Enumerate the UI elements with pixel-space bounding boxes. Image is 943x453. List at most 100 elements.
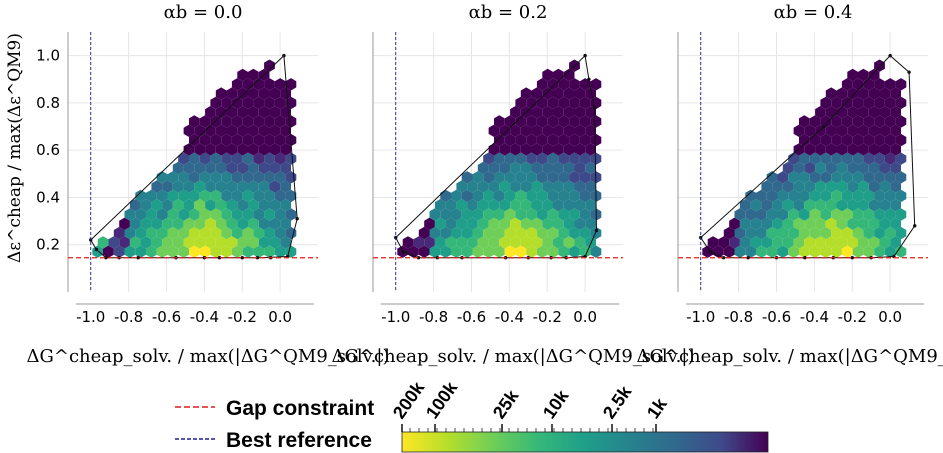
- hexbin-cell: [729, 236, 740, 249]
- hexbin-cell: [585, 87, 596, 100]
- hexbin-cell: [558, 226, 570, 240]
- hexbin-cell: [745, 226, 756, 240]
- x-tick-label: -0.8: [114, 308, 143, 326]
- hexbin-cell: [264, 133, 275, 147]
- hexbin-cell: [456, 217, 468, 230]
- hexbin-cell: [162, 180, 173, 193]
- hexbin-cell: [258, 199, 270, 212]
- hexbin-cell: [831, 245, 842, 258]
- hexbin-cell: [777, 171, 789, 184]
- hexbin-cell: [515, 189, 527, 203]
- hexbin-cell: [820, 208, 832, 221]
- hexbin-cell: [269, 217, 281, 230]
- hexbin-cell: [553, 124, 564, 137]
- hexbin-cell: [825, 236, 837, 249]
- panel-alpha-0-2: αb = 0.2 -1.0 -0.8 -0.6 -0.4 -0.2 0.0 ΔG^cheap_…: [332, 2, 695, 367]
- hexbin-cell: [205, 199, 216, 212]
- hexbin-cell: [215, 199, 227, 212]
- hexbin-cell: [836, 180, 848, 193]
- hexbin-cell: [884, 208, 896, 221]
- hexbin-cell: [558, 208, 570, 221]
- hexbin-cell: [151, 199, 163, 212]
- hexbin-cell: [461, 208, 473, 221]
- hexbin-cell: [483, 245, 494, 258]
- hexbin-cell: [264, 78, 275, 91]
- hexbin-cell: [884, 78, 896, 91]
- hexbin-cell: [766, 226, 778, 240]
- hexbin-cell: [739, 217, 751, 230]
- hexbin-cell: [156, 245, 168, 258]
- hexbin-cell: [558, 78, 570, 91]
- hexbin-cell: [515, 152, 527, 165]
- hexbin-cell: [146, 189, 157, 203]
- hexbin-cell: [841, 226, 853, 240]
- hexbin-cell: [815, 143, 826, 156]
- hexbin-cell: [285, 152, 297, 165]
- hexbin-cell: [895, 115, 907, 128]
- hexbin-cell: [510, 236, 521, 249]
- hexbin-cell: [825, 124, 837, 137]
- hexbin-cell: [242, 226, 254, 240]
- hexbin-cell: [756, 208, 767, 221]
- x-tick-label: 0.0: [268, 308, 292, 326]
- hexbin-cell: [868, 87, 880, 100]
- hexbin-cell: [264, 208, 275, 221]
- hexbin-cell: [858, 124, 869, 137]
- hexbin-cell: [526, 96, 537, 110]
- hexbin-cell: [483, 152, 494, 165]
- hexbin-cell: [461, 171, 473, 184]
- hexbin-cell: [868, 199, 880, 212]
- colorbar-tick-label: 200k: [389, 377, 429, 422]
- hexbin-cell: [782, 199, 794, 212]
- hexbin-cell: [215, 124, 227, 137]
- hexbin-cell: [831, 189, 842, 203]
- hexbin-cell: [167, 171, 179, 184]
- hexbin-cell: [146, 208, 157, 221]
- legend: Gap constraint Best reference: [175, 397, 374, 452]
- hexbin-cell: [280, 87, 291, 100]
- hexbin-cell: [467, 180, 478, 193]
- hexbin-cell: [799, 171, 810, 184]
- hexbin-cell: [874, 115, 885, 128]
- hexbin-cell: [868, 161, 880, 175]
- x-tick-label: -0.8: [419, 308, 448, 326]
- hull-point: [592, 105, 597, 110]
- hexbin-cell: [553, 87, 564, 100]
- hexbin-cell: [221, 226, 232, 240]
- hexbin-cell: [194, 161, 206, 175]
- hexbin-cell: [531, 236, 543, 249]
- hexbin-cell: [858, 143, 869, 156]
- hexbin-cell: [477, 161, 489, 175]
- hexbin-cell: [146, 226, 157, 240]
- hexbin-cell: [504, 152, 516, 165]
- hexbin-cell: [226, 199, 238, 212]
- hexbin-cell: [793, 199, 805, 212]
- hexbin-cell: [189, 208, 200, 221]
- hexbin-cell: [113, 245, 125, 258]
- hexbin-cell: [579, 96, 591, 110]
- hexbin-cell: [162, 199, 173, 212]
- hexbin-cell: [536, 226, 548, 240]
- hexbin-cell: [248, 143, 259, 156]
- hexbin-cell: [280, 143, 291, 156]
- hexbin-cell: [836, 106, 848, 119]
- x-axis-label: ΔG^cheap_solv. / max(|ΔG^QM9_solv.|): [332, 346, 695, 367]
- hexbin-cell: [253, 208, 265, 221]
- hexbin-cell: [579, 208, 591, 221]
- hexbin-cell: [183, 199, 195, 212]
- hexbin-cell: [841, 96, 853, 110]
- hexbin-cell: [248, 106, 259, 119]
- hexbin-cell: [488, 124, 500, 137]
- hexbin-cell: [199, 152, 211, 165]
- hexbin-cell: [215, 180, 227, 193]
- hexbin-cell: [499, 180, 511, 193]
- hexbin-cell: [520, 199, 532, 212]
- hexbin-cell: [761, 180, 773, 193]
- hull-point: [282, 53, 286, 58]
- hexbin-cell: [542, 217, 553, 230]
- hexbin-cell: [242, 208, 254, 221]
- hexbin-cell: [237, 161, 248, 175]
- hexbin-cell: [103, 245, 114, 258]
- hexbin-cell: [531, 143, 543, 156]
- hexbin-cell: [782, 161, 794, 175]
